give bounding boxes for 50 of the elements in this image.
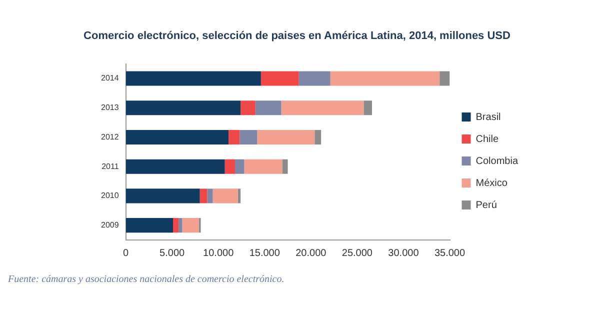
bar [235,159,244,174]
bar [238,188,241,204]
bar [178,218,182,233]
legend-label: Chile [476,134,499,145]
bar [212,188,238,204]
x-tick-label: 30.000 [388,248,420,259]
bar [126,71,261,86]
bar [281,100,364,116]
legend-label: México [476,178,508,189]
x-tick-label: 10.000 [203,248,234,259]
x-tick-label: 0 [123,248,130,259]
x-tick-label: 15.000 [249,248,280,259]
chart-title: Comercio electrónico, selección de paises en América Latina, 2014, millones USD [82,30,512,42]
y-tick-label: 2009 [101,220,120,230]
x-tick-label: 20.000 [296,248,327,259]
bar [126,188,200,204]
bar [298,71,330,86]
x-tick-label: 35.000 [434,248,466,259]
bar [200,188,208,204]
legend-label: Colombia [476,156,518,167]
bar [224,159,236,174]
bar [282,159,288,174]
bar [314,130,322,144]
bar [440,71,450,86]
bar [126,218,174,233]
y-tick-label: 2010 [101,191,120,200]
bar [126,159,225,174]
bar [330,71,440,86]
y-tick-label: 2012 [101,132,120,142]
bar [257,130,315,144]
y-tick-label: 2011 [102,162,120,171]
bar [207,188,213,204]
bar [228,130,240,144]
bar [173,218,179,233]
legend-label: Brasil [476,112,501,123]
bar [126,130,229,144]
legend-label: Perú [476,200,497,211]
bar [240,100,256,116]
bar [364,100,372,116]
bar [182,218,199,233]
x-tick-label: 25.000 [342,248,373,259]
y-tick-label: 2013 [101,103,120,112]
y-tick-label: 2014 [101,74,120,83]
bar [240,130,258,144]
x-tick-label: 5.000 [160,248,186,259]
source-note: Fuente: cámaras y asociaciones nacionales de comercio electrónico. [8,274,286,285]
bar [255,100,282,116]
bar [126,100,241,116]
bar [244,159,282,174]
bar [260,71,299,86]
